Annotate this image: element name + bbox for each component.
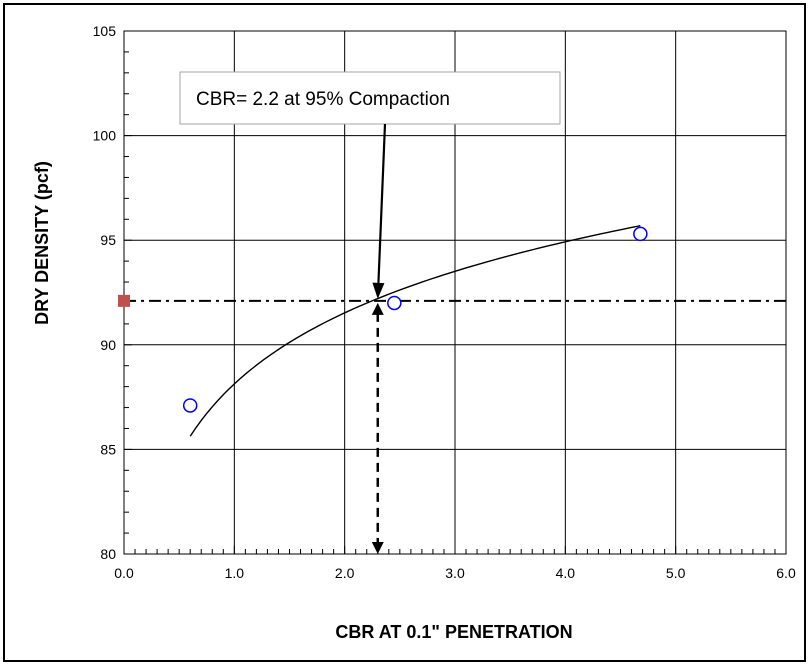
reference-marker (118, 294, 130, 307)
data-point (182, 398, 198, 413)
y-tick-label: 95 (100, 232, 116, 248)
x-tick-label: 5.0 (666, 565, 686, 581)
y-axis-title: DRY DENSITY (pcf) (32, 161, 52, 325)
fit-curve (189, 225, 641, 437)
annotation: CBR= 2.2 at 95% Compaction (179, 71, 561, 299)
annotation-text: CBR= 2.2 at 95% Compaction (196, 89, 450, 110)
y-tick-label: 90 (100, 337, 116, 353)
data-point (633, 226, 648, 242)
x-tick-label: 0.0 (114, 565, 134, 581)
x-tick-label: 2.0 (335, 565, 355, 581)
data-point (387, 295, 402, 311)
arrowhead-down (371, 542, 384, 554)
x-tick-label: 6.0 (776, 565, 796, 581)
x-tick-label: 3.0 (445, 565, 465, 581)
y-tick-labels: 80 85 90 95 100 105 (93, 23, 117, 562)
y-tick-label: 100 (93, 128, 117, 144)
x-tick-label: 1.0 (225, 565, 245, 581)
arrowhead-up (371, 302, 384, 315)
annotation-arrowhead (372, 282, 385, 299)
x-tick-label: 4.0 (556, 565, 576, 581)
y-tick-label: 105 (93, 23, 117, 39)
annotation-box (179, 71, 561, 125)
annotation-arrow (377, 123, 387, 283)
x-axis-title: CBR AT 0.1" PENETRATION (335, 622, 572, 642)
x-tick-labels: 0.0 1.0 2.0 3.0 4.0 5.0 6.0 (114, 565, 796, 581)
y-tick-label: 85 (100, 441, 116, 457)
y-tick-label: 80 (100, 546, 116, 562)
reference-lines (118, 294, 786, 554)
data-points (182, 226, 648, 413)
